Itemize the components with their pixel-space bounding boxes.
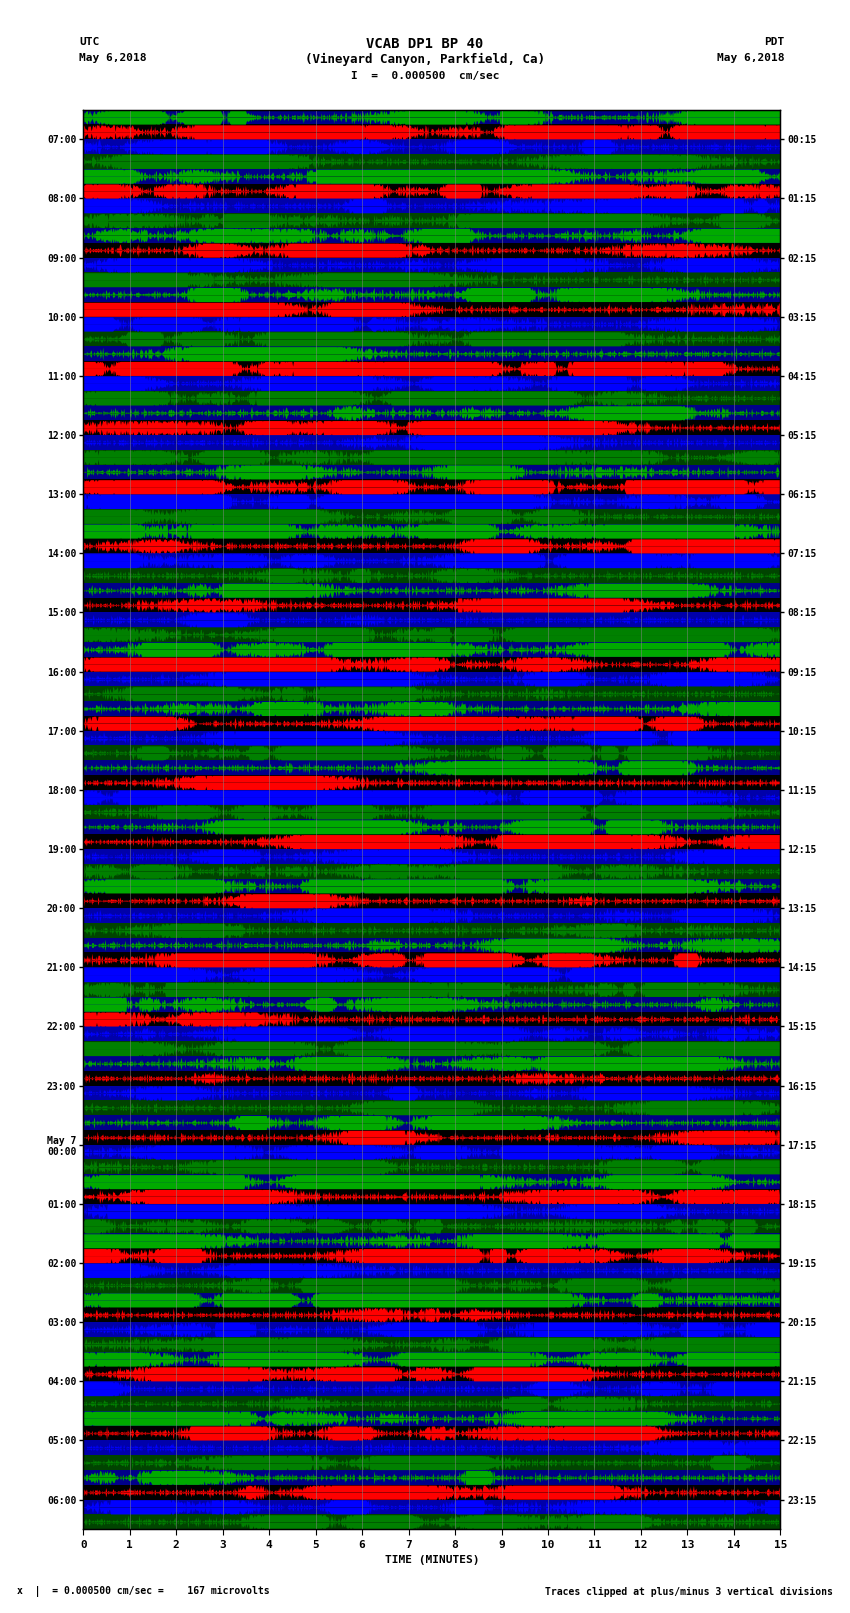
X-axis label: TIME (MINUTES): TIME (MINUTES) bbox=[384, 1555, 479, 1565]
Text: Traces clipped at plus/minus 3 vertical divisions: Traces clipped at plus/minus 3 vertical … bbox=[545, 1587, 833, 1597]
Text: May 6,2018: May 6,2018 bbox=[717, 53, 785, 63]
Text: (Vineyard Canyon, Parkfield, Ca): (Vineyard Canyon, Parkfield, Ca) bbox=[305, 53, 545, 66]
Text: I  =  0.000500  cm/sec: I = 0.000500 cm/sec bbox=[351, 71, 499, 81]
Text: VCAB DP1 BP 40: VCAB DP1 BP 40 bbox=[366, 37, 484, 52]
Text: PDT: PDT bbox=[764, 37, 785, 47]
Text: UTC: UTC bbox=[79, 37, 99, 47]
Text: x  |  = 0.000500 cm/sec =    167 microvolts: x | = 0.000500 cm/sec = 167 microvolts bbox=[17, 1586, 269, 1597]
Text: May 6,2018: May 6,2018 bbox=[79, 53, 146, 63]
